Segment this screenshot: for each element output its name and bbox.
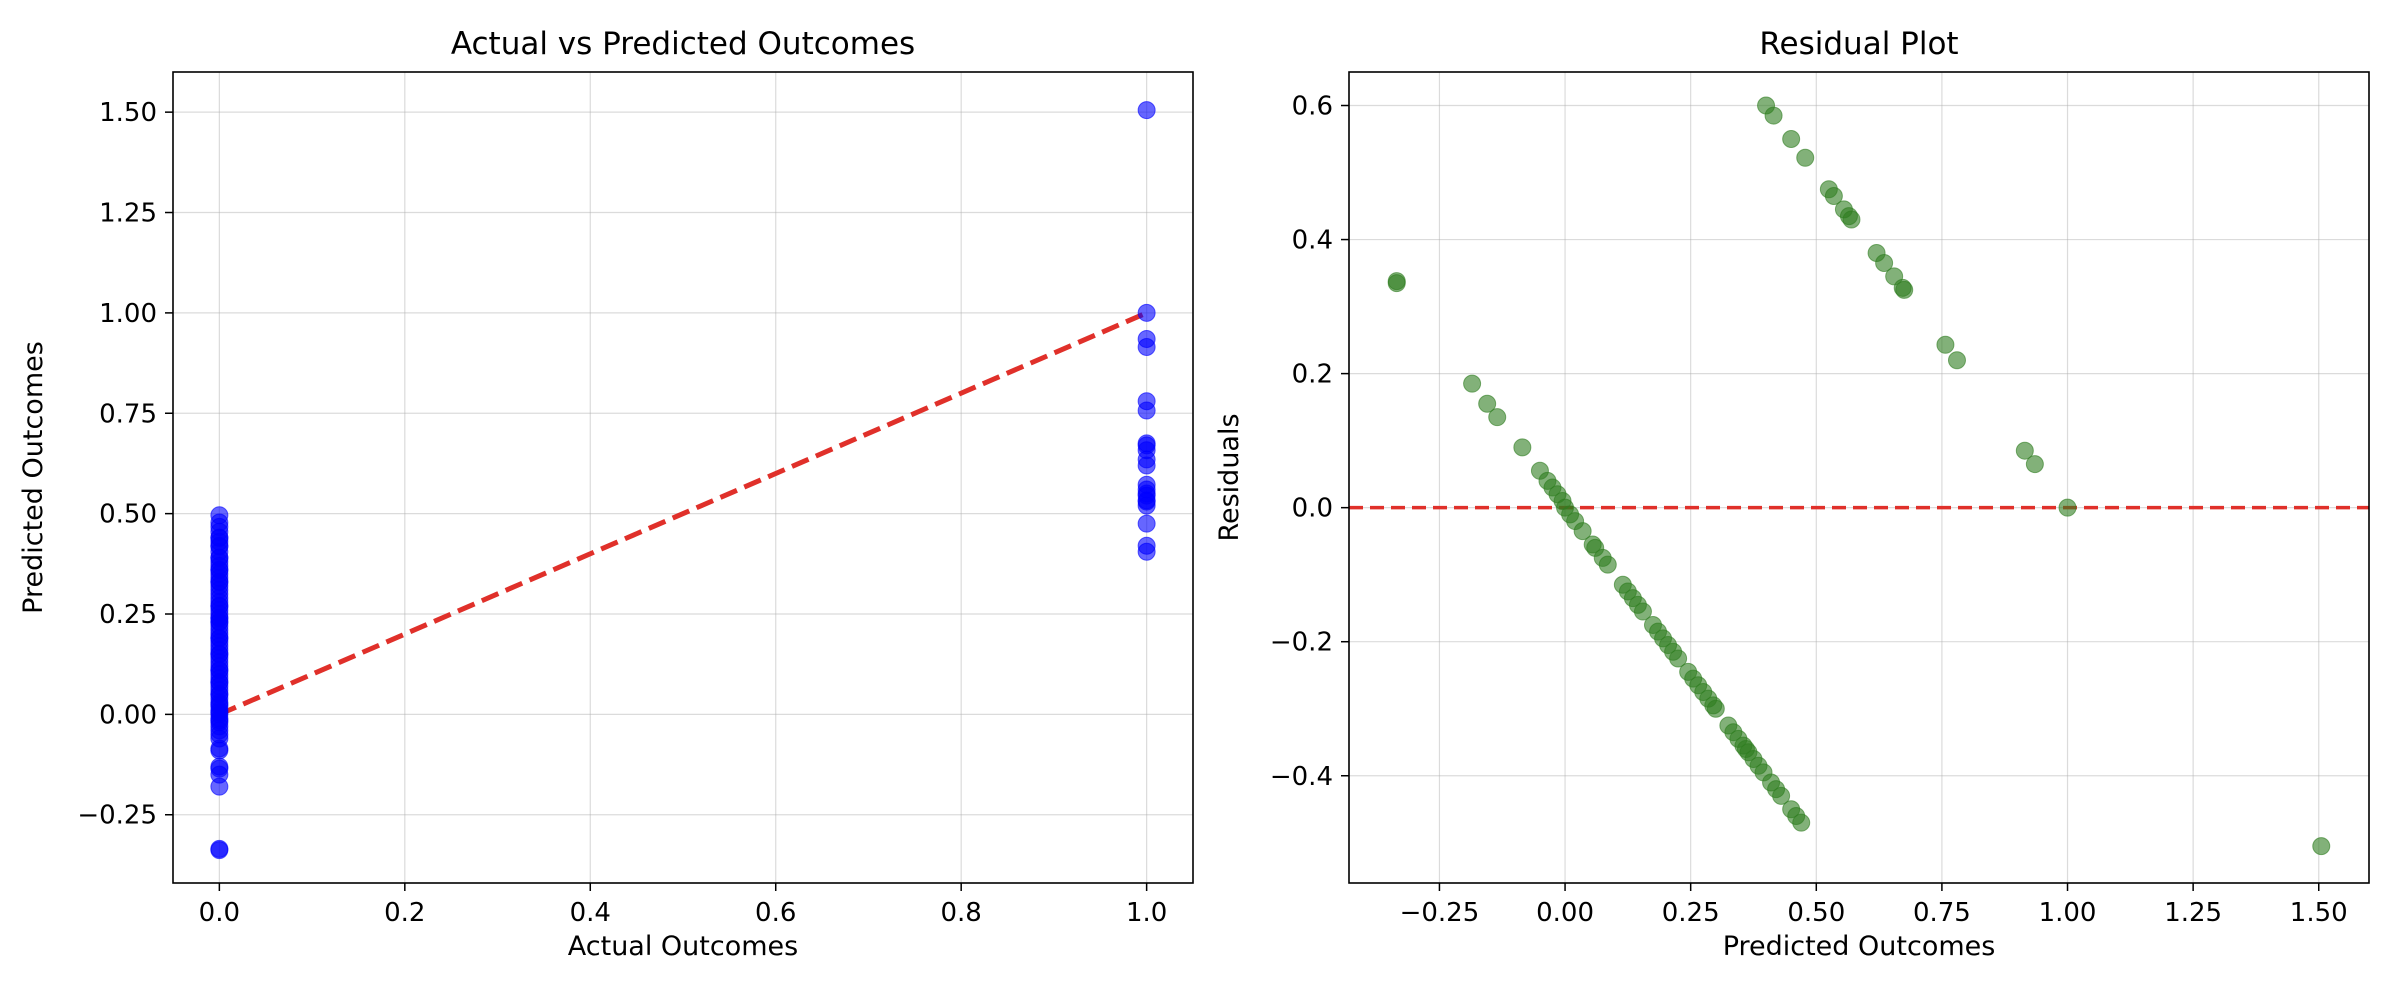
data-point (1137, 514, 1156, 533)
perfect-prediction-line (218, 310, 1148, 717)
y-tick-label: 0.4 (1292, 226, 1333, 256)
y-tick-label: −0.25 (77, 801, 157, 831)
data-point (1137, 436, 1156, 455)
data-point (1137, 338, 1156, 357)
data-point (1137, 101, 1156, 120)
data-point (1137, 303, 1156, 322)
data-point (1463, 374, 1482, 393)
data-point (210, 711, 229, 730)
plot-frame (172, 71, 1194, 884)
x-tick-label: 0.4 (570, 898, 611, 928)
x-axis-label: Actual Outcomes (568, 931, 798, 962)
x-tick-label: 0.2 (384, 898, 425, 928)
data-point (1573, 522, 1592, 541)
data-point (1478, 394, 1497, 413)
y-axis-label: Predicted Outcomes (18, 341, 49, 614)
y-tick-label: 0.6 (1292, 92, 1333, 122)
y-tick-label: 1.25 (99, 199, 157, 229)
data-point (1796, 148, 1815, 167)
x-tick-label: 1.0 (1126, 898, 1167, 928)
y-tick-label: 1.50 (99, 98, 157, 128)
x-tick-label: 1.50 (2290, 898, 2348, 928)
y-tick-label: 0.2 (1292, 360, 1333, 390)
data-point (1669, 649, 1688, 668)
x-tick-label: 0.75 (1913, 898, 1971, 928)
data-point (1947, 351, 1966, 370)
x-tick-label: 0.0 (199, 898, 240, 928)
data-point (1633, 602, 1652, 621)
data-point (1875, 254, 1894, 273)
data-point (210, 528, 229, 547)
y-tick-label: 0.00 (99, 700, 157, 730)
data-point (210, 629, 229, 648)
chart-actual-vs-predicted: 0.0 0.2 0.4 0.6 0.8 1.0 −0.25 0.00 0.25 0.50 0.75 1… (18, 26, 1194, 962)
data-point (1513, 438, 1532, 457)
y-tick-label: 0.25 (99, 600, 157, 630)
data-point (1488, 408, 1507, 427)
data-point (1824, 186, 1843, 205)
data-point (1936, 335, 1955, 354)
data-point (1137, 401, 1156, 420)
data-point (210, 841, 229, 860)
data-point (1387, 272, 1406, 291)
chart-title: Actual vs Predicted Outcomes (451, 26, 915, 62)
x-tick-label: 0.50 (1787, 898, 1845, 928)
data-point (2025, 455, 2044, 474)
data-point (2058, 498, 2077, 517)
x-axis-label: Predicted Outcomes (1723, 931, 1996, 962)
x-tick-label: 0.00 (1536, 898, 1594, 928)
data-point (210, 741, 229, 760)
chart-title: Residual Plot (1759, 26, 1958, 62)
data-point (1895, 280, 1914, 299)
y-tick-label: 0.75 (99, 399, 157, 429)
data-point (1598, 555, 1617, 574)
x-tick-label: 1.25 (2164, 898, 2222, 928)
data-point (210, 645, 229, 664)
data-point (210, 777, 229, 796)
data-point (210, 609, 229, 628)
data-point (210, 548, 229, 567)
y-tick-label: 0.50 (99, 500, 157, 530)
data-point (1706, 699, 1725, 718)
data-point (1842, 210, 1861, 229)
x-tick-label: 0.6 (755, 898, 796, 928)
data-point (210, 572, 229, 591)
data-point (2015, 441, 2034, 460)
plot-frame (1348, 71, 2370, 884)
data-point (210, 673, 229, 692)
data-point (1764, 106, 1783, 125)
y-tick-label: −0.2 (1270, 628, 1333, 658)
data-point (1772, 786, 1791, 805)
data-point (1782, 130, 1801, 149)
y-tick-label: 1.00 (99, 299, 157, 329)
y-tick-label: −0.4 (1270, 762, 1333, 792)
data-point (2312, 837, 2331, 856)
chart-residual-plot: −0.25 0.00 0.25 0.50 0.75 1.00 1.25 1.50 −0.4 −0.… (1214, 26, 2370, 962)
x-tick-label: 0.25 (1662, 898, 1720, 928)
x-tick-label: 0.8 (941, 898, 982, 928)
y-axis-label: Residuals (1214, 413, 1245, 541)
data-point (1137, 542, 1156, 561)
x-tick-label: 1.00 (2039, 898, 2097, 928)
x-tick-label: −0.25 (1400, 898, 1480, 928)
y-tick-label: 0.0 (1292, 494, 1333, 524)
data-point (1137, 492, 1156, 511)
data-point (1792, 813, 1811, 832)
data-point (1137, 456, 1156, 475)
